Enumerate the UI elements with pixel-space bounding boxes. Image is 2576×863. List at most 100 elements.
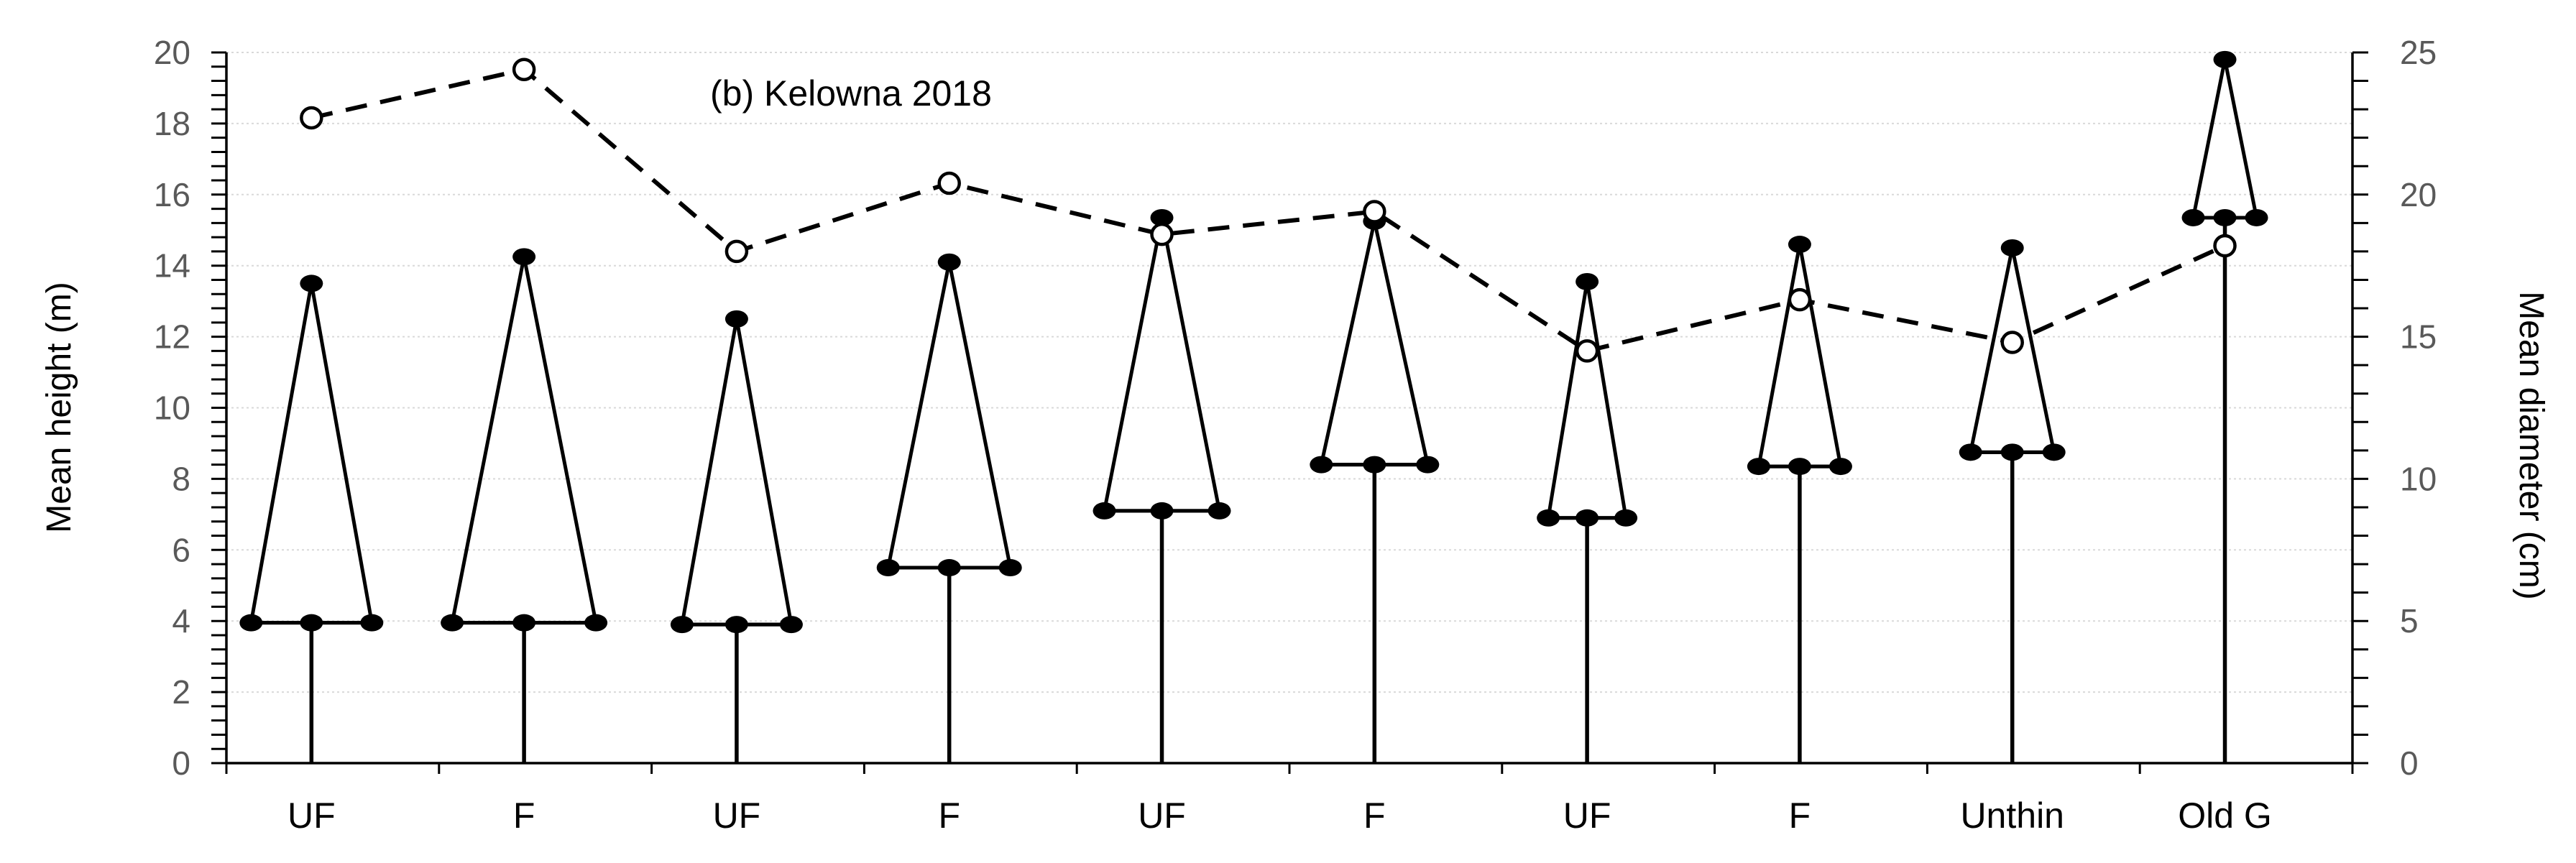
crown-left-dot [876, 559, 900, 577]
left-axis-tick-label: 10 [154, 389, 190, 427]
crown-left-dot [1959, 443, 1982, 461]
crown-center-dot [2213, 208, 2237, 226]
right-axis-tick-label: 15 [2400, 318, 2437, 356]
crown-center-dot [512, 614, 536, 632]
crown-right-dot [2042, 443, 2066, 461]
crown-right-dot [1416, 456, 1440, 474]
crown-right-dot [998, 559, 1022, 577]
diameter-series-group [300, 57, 2237, 363]
axes-group [211, 51, 2368, 774]
right-axis-tick-label: 5 [2400, 602, 2419, 640]
crown-right-dot [2245, 208, 2268, 226]
crown-right-dot [360, 614, 384, 632]
right-axis-tick-label: 20 [2400, 176, 2437, 213]
tree-glyph [1092, 208, 1231, 763]
category-label: UF [1138, 795, 1186, 836]
category-label: UF [288, 795, 336, 836]
left-axis-tick-label: 16 [154, 176, 190, 213]
left-axis-tick-label: 2 [172, 673, 190, 711]
crown-right-dot [1208, 502, 1231, 520]
tree-apex-dot [1150, 208, 1174, 226]
crown-center-dot [2000, 443, 2024, 461]
crown-left-dot [670, 616, 694, 634]
crown-left-dot [1537, 509, 1560, 527]
tree-apex-dot [2000, 239, 2024, 257]
left-axis-tick-label: 20 [154, 34, 190, 71]
tree-glyphs-group [239, 50, 2268, 763]
diameter-marker [2213, 234, 2237, 258]
category-label: Old G [2178, 795, 2272, 836]
crown-triangle [1103, 216, 1222, 513]
tree-glyph [1310, 212, 1440, 763]
category-label: F [513, 795, 535, 836]
left-axis-tick-label: 12 [154, 318, 190, 356]
right-axis-tick-label: 0 [2400, 744, 2419, 782]
crown-triangle [1319, 219, 1430, 467]
diameter-marker [1363, 200, 1386, 223]
left-axis-tick-label: 0 [172, 744, 190, 782]
left-axis-title: Mean height (m) [40, 282, 78, 532]
crown-triangle [249, 281, 374, 625]
right-axis-tick-label: 10 [2400, 460, 2437, 497]
tree-glyph [670, 310, 803, 763]
tree-glyph [1959, 239, 2066, 763]
left-axis-tick-label: 18 [154, 105, 190, 142]
diameter-marker [512, 57, 536, 81]
crown-triangle [1546, 280, 1628, 520]
diameter-marker [300, 106, 323, 130]
diameter-marker [2000, 331, 2024, 354]
crown-right-dot [584, 614, 608, 632]
tree-apex-dot [1788, 236, 1811, 254]
right-axis-title: Mean diameter (cm) [2512, 291, 2550, 599]
crown-left-dot [1747, 458, 1770, 476]
tree-apex-dot [2213, 50, 2237, 68]
crown-triangle [680, 317, 794, 627]
diameter-marker [1788, 287, 1812, 312]
left-axis-tick-label: 14 [154, 247, 190, 285]
tree-glyph [441, 248, 608, 763]
category-label: Unthin [1960, 795, 2064, 836]
crown-center-dot [1576, 509, 1599, 527]
left-axis-tick-label: 8 [172, 460, 190, 497]
tree-apex-dot [512, 248, 536, 266]
crown-right-dot [1828, 458, 1852, 476]
crown-center-dot [724, 616, 748, 634]
crown-triangle [1757, 242, 1843, 469]
diameter-marker [937, 171, 961, 195]
tree-apex-dot [1576, 272, 1599, 290]
crown-left-dot [239, 614, 263, 632]
category-label: F [1363, 795, 1386, 836]
tick-labels-group: 0 2 4 6 8 10 12 14 16 18 20 0 5 10 15 20 25 UF F UF F UF F UF F U… [154, 34, 2437, 836]
diameter-dashed-line [310, 67, 2226, 354]
category-label: UF [1563, 795, 1611, 836]
crown-center-dot [1363, 456, 1386, 474]
tree-apex-dot [937, 253, 961, 271]
crown-center-dot [1788, 458, 1811, 476]
crown-left-dot [1092, 502, 1116, 520]
tree-glyph [239, 274, 384, 763]
crown-right-dot [1614, 509, 1638, 527]
category-label: UF [713, 795, 761, 836]
diameter-marker [724, 239, 749, 264]
diameter-marker [1150, 222, 1174, 246]
diameter-marker [1575, 339, 1599, 363]
tree-glyph [1537, 272, 1638, 763]
chart-title: (b) Kelowna 2018 [710, 73, 992, 114]
category-label: F [1789, 795, 1811, 836]
category-label: F [938, 795, 960, 836]
left-axis-tick-label: 6 [172, 531, 190, 568]
crown-center-dot [1150, 502, 1174, 520]
crown-center-dot [300, 614, 323, 632]
crown-left-dot [441, 614, 464, 632]
tree-apex-dot [300, 274, 323, 292]
crown-triangle [450, 254, 598, 625]
tree-glyph [1747, 236, 1852, 763]
crown-right-dot [779, 616, 803, 634]
crown-left-dot [1310, 456, 1333, 474]
crown-center-dot [937, 559, 961, 577]
tree-glyph [876, 253, 1022, 763]
crown-left-dot [2181, 208, 2205, 226]
crown-triangle [886, 260, 1013, 570]
